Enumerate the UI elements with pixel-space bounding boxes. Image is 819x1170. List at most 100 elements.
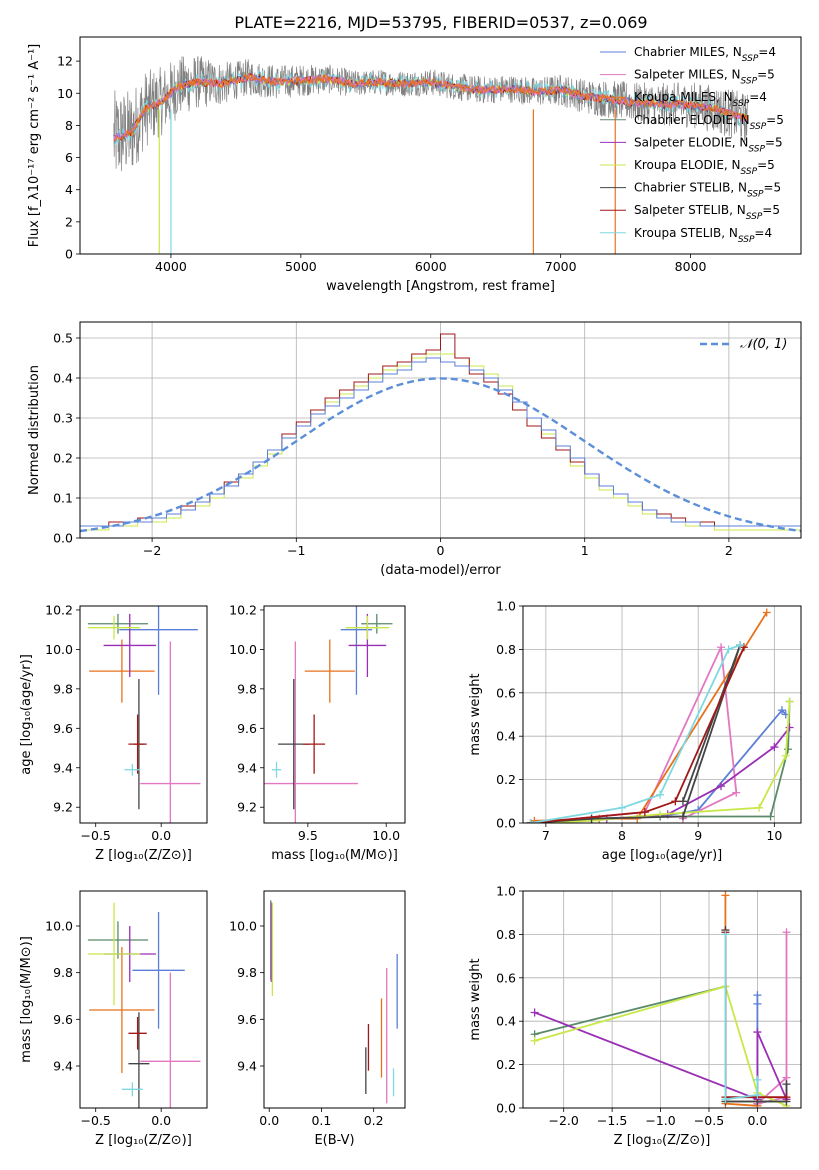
x-axis-label: E(B-V) xyxy=(314,1133,354,1148)
weight-series-line xyxy=(530,646,745,823)
x-tick-label: 1 xyxy=(581,543,589,558)
axes-frame xyxy=(263,890,406,1109)
y-tick-label: 9.8 xyxy=(53,965,73,980)
weight-marker xyxy=(526,819,535,823)
y-tick-label: 9.6 xyxy=(53,1012,73,1027)
legend-label-part: =4 xyxy=(749,90,767,104)
weight-marker xyxy=(717,782,726,791)
legend-label: Kroupa STELIB, NSSP=4 xyxy=(634,226,772,245)
mass-vs-extinction-panel: 0.0 0.1 0.2 9.4 9.6 9.8 10.0 E(B-V) xyxy=(229,890,406,1148)
y-tick-label: 10.0 xyxy=(45,919,73,934)
legend-label-part: SSP xyxy=(738,235,755,245)
weight-marker xyxy=(671,797,680,806)
legend-label-part: =5 xyxy=(757,158,775,172)
plot-area xyxy=(526,608,794,823)
y-tick-label: 10.0 xyxy=(229,919,257,934)
axes-frame xyxy=(79,605,208,824)
legend-label-part: SSP xyxy=(733,99,750,109)
weight-marker xyxy=(753,999,762,1008)
legend-label-part: Salpeter STELIB, N xyxy=(634,203,746,217)
axes-frame xyxy=(79,36,802,255)
mass-vs-metallicity-panel: −0.5 0.0 9.4 9.6 9.8 10.0 Z [log₁₀(Z/Z⊙)] mass … xyxy=(19,890,208,1148)
normal-curve xyxy=(80,377,801,533)
y-tick-label: 0.0 xyxy=(53,531,73,546)
x-axis-label: Z [log₁₀(Z/Z⊙)] xyxy=(614,1133,711,1148)
x-tick-label: 9.5 xyxy=(298,828,318,843)
x-tick-label: 8 xyxy=(618,828,626,843)
y-tick-label: 0.5 xyxy=(53,331,73,346)
y-tick-label: 9.6 xyxy=(237,721,257,736)
y-axis-label: mass [log₁₀(M/M⊙)] xyxy=(19,936,34,1063)
x-tick-label: −0.5 xyxy=(81,1113,111,1128)
x-tick-label: −2 xyxy=(143,543,161,558)
y-tick-label: 0.3 xyxy=(53,411,73,426)
y-tick-label: 0 xyxy=(65,247,73,262)
x-tick-label: 2 xyxy=(725,543,733,558)
legend-label: Salpeter ELODIE, NSSP=5 xyxy=(634,135,783,154)
x-tick-label: −2.0 xyxy=(549,1113,579,1128)
weight-marker xyxy=(782,928,791,937)
plot-area xyxy=(80,333,801,538)
x-tick-label: 0.2 xyxy=(364,1113,384,1128)
x-axis-label: wavelength [Angstrom, rest frame] xyxy=(326,279,555,294)
x-tick-label: 7000 xyxy=(545,259,577,274)
x-tick-label: 0.0 xyxy=(151,1113,171,1128)
weight-marker xyxy=(770,743,779,752)
legend-label-part: SSP xyxy=(748,144,765,154)
weight-marker xyxy=(530,816,539,823)
y-axis-label: mass weight xyxy=(468,958,483,1040)
residual-histogram xyxy=(80,357,801,538)
legend-label: Salpeter STELIB, NSSP=5 xyxy=(634,203,780,222)
x-tick-label: 0.0 xyxy=(151,828,171,843)
weight-marker xyxy=(753,1028,762,1037)
y-tick-label: 1.0 xyxy=(496,884,516,899)
legend-label-part: Salpeter ELODIE, N xyxy=(634,135,748,149)
legend-label-part: =5 xyxy=(757,68,775,82)
model-spectrum-line xyxy=(113,74,749,142)
x-axis-label: (data-model)/error xyxy=(380,563,501,578)
x-tick-label: 0.0 xyxy=(259,1113,279,1128)
y-tick-label: 0.2 xyxy=(496,1057,516,1072)
axes-frame xyxy=(263,605,406,824)
y-tick-label: 9.4 xyxy=(237,760,257,775)
y-axis-label: mass weight xyxy=(468,673,483,755)
residuals-panel: −2 −1 0 1 2 0.0 0.1 0.2 0.3 0.4 0.5 (data-model)/er… xyxy=(27,321,802,578)
plot-area xyxy=(530,891,791,1108)
y-tick-label: 9.4 xyxy=(237,1059,257,1074)
legend-label-part: SSP xyxy=(742,54,759,64)
y-tick-label: 10 xyxy=(57,86,73,101)
legend-label-part: Kroupa ELODIE, N xyxy=(634,158,741,172)
weight-marker xyxy=(753,1090,762,1099)
y-axis-label: Flux [f_λ10⁻¹⁷ erg cm⁻² s⁻¹ A⁻¹] xyxy=(27,44,42,248)
plot-area xyxy=(113,56,749,254)
y-tick-label: 9.6 xyxy=(237,1012,257,1027)
weight-marker xyxy=(721,930,730,939)
weight-series-line xyxy=(724,934,759,1101)
x-tick-label: 0.1 xyxy=(311,1113,331,1128)
x-tick-label: 10 xyxy=(766,828,782,843)
y-tick-label: 0.6 xyxy=(496,970,516,985)
plot-area xyxy=(87,606,201,823)
weight-vs-age-panel: 7 8 9 10 0.0 0.2 0.4 0.6 0.8 1.0 age [log₁₀(age/yr… xyxy=(468,599,802,863)
legend-label-part: =4 xyxy=(754,226,772,240)
legend-label-part: Chabrier STELIB, N xyxy=(634,181,747,195)
y-tick-label: 8 xyxy=(65,118,73,133)
legend-label-part: Kroupa MILES, N xyxy=(634,90,733,104)
y-tick-label: 9.6 xyxy=(53,721,73,736)
x-axis-label: mass [log₁₀(M/M⊙)] xyxy=(271,848,398,863)
weight-marker xyxy=(656,790,665,799)
y-tick-label: 12 xyxy=(57,54,73,69)
weight-marker xyxy=(587,814,596,823)
x-tick-label: −1.0 xyxy=(645,1113,675,1128)
y-tick-label: 6 xyxy=(65,150,73,165)
legend-label-part: Chabrier MILES, N xyxy=(634,45,742,59)
plot-area xyxy=(87,902,201,1108)
y-tick-label: 9.8 xyxy=(53,681,73,696)
age-vs-metallicity-panel: −0.5 0.0 9.2 9.4 9.6 9.8 10.0 10.2 Z [log₁₀(Z/Z⊙… xyxy=(19,602,208,863)
y-tick-label: 10.0 xyxy=(229,642,257,657)
y-tick-label: 0.6 xyxy=(496,685,516,700)
y-tick-label: 2 xyxy=(65,214,73,229)
legend-label: 𝒩(0, 1) xyxy=(740,337,787,352)
y-tick-label: 9.2 xyxy=(53,800,73,815)
